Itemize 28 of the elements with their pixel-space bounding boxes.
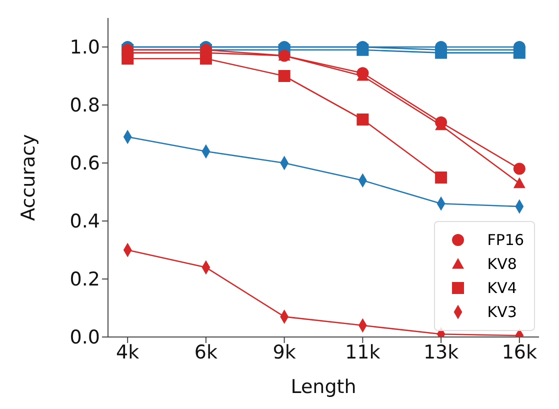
- point: [200, 52, 212, 65]
- x-tick-label: 9k: [272, 341, 296, 364]
- legend-label: KV4: [487, 279, 517, 297]
- point: [356, 44, 369, 56]
- x-tick-label: 6k: [194, 341, 218, 364]
- legend-label: KV3: [487, 303, 517, 321]
- point: [122, 52, 134, 65]
- x-tick-label: 16k: [502, 341, 538, 364]
- point: [435, 172, 448, 184]
- legend-label: KV8: [487, 255, 517, 273]
- y-axis-title: Accuracy: [18, 134, 40, 221]
- y-tick-label: 0.0: [70, 326, 100, 349]
- y-tick-label: 0.2: [70, 268, 100, 291]
- x-axis-title: Length: [290, 376, 356, 398]
- y-tick-label: 0.4: [70, 210, 100, 233]
- x-tick-label: 11k: [345, 341, 380, 364]
- point: [513, 177, 526, 188]
- y-tick-label: 0.8: [70, 94, 100, 117]
- x-tick-label: 4k: [116, 341, 140, 364]
- legend-label: FP16: [487, 231, 524, 249]
- y-tick-label: 1.0: [70, 36, 100, 59]
- point: [435, 46, 448, 59]
- point: [513, 46, 526, 59]
- point: [278, 70, 290, 82]
- y-tick-label: 0.6: [70, 152, 100, 175]
- point: [513, 162, 526, 175]
- x-tick-label: 13k: [423, 341, 459, 364]
- point: [356, 114, 369, 126]
